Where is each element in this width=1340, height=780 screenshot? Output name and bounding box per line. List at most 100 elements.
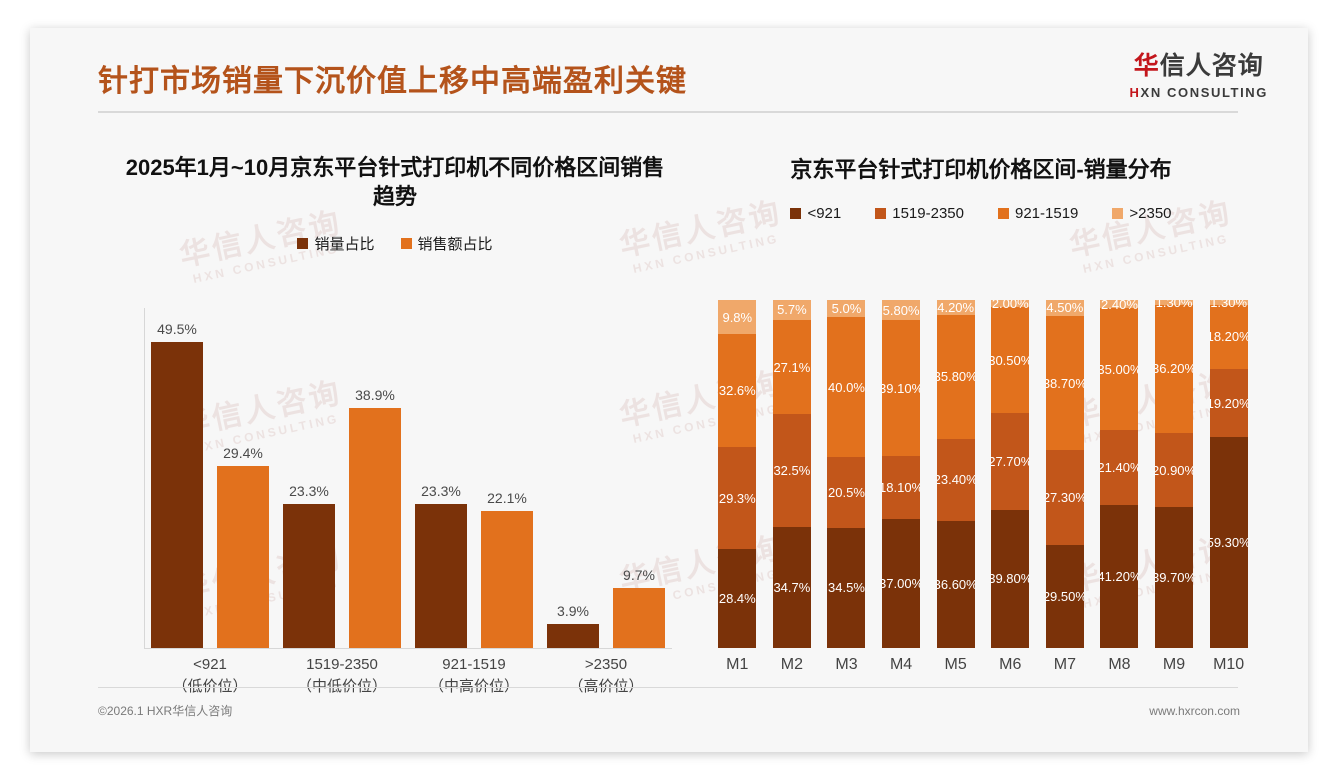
stacked-bar-segment[interactable]: 23.40% — [936, 439, 975, 521]
stacked-bar-segment[interactable]: 35.00% — [1100, 308, 1139, 431]
stacked-bar-segment[interactable]: 32.6% — [718, 334, 757, 448]
bar[interactable]: 23.3% — [415, 483, 467, 648]
stacked-bar-segment[interactable]: 4.20% — [936, 300, 975, 315]
bar[interactable]: 22.1% — [481, 490, 533, 648]
stacked-bar-column: 59.30% 19.20% 18.20% 1.30% — [1201, 300, 1256, 648]
x-axis-month-label: M1 — [726, 656, 749, 673]
stacked-bar-segment[interactable]: 40.0% — [827, 317, 866, 457]
legend-item[interactable]: >2350 — [1112, 205, 1172, 222]
legend-item[interactable]: <921 — [790, 205, 841, 222]
stacked-bar[interactable]: 29.50% 27.30% 38.70% 4.50% — [1045, 300, 1084, 648]
stacked-bar-column: 28.4% 29.3% 32.6% 9.8% — [710, 300, 765, 648]
bar[interactable]: 38.9% — [349, 387, 401, 648]
stacked-segment-value-label: 29.3% — [718, 490, 756, 506]
legend-item[interactable]: 921-1519 — [997, 205, 1078, 222]
stacked-segment-value-label: 30.50% — [991, 352, 1029, 368]
stacked-bar-segment[interactable]: 2.00% — [991, 300, 1030, 310]
stacked-bar-segment[interactable]: 35.80% — [936, 314, 975, 440]
stacked-bar-segment[interactable]: 19.20% — [1209, 369, 1248, 438]
stacked-segment-value-label: 39.10% — [882, 380, 920, 396]
stacked-bar-segment[interactable]: 28.4% — [718, 549, 757, 648]
stacked-bar-segment[interactable]: 34.5% — [827, 527, 866, 648]
stacked-bar-segment[interactable]: 9.8% — [718, 300, 757, 335]
stacked-segment-value-label: 21.40% — [1100, 459, 1138, 475]
legend-swatch-icon — [997, 207, 1009, 219]
stacked-bar-segment[interactable]: 20.90% — [1155, 433, 1194, 508]
stacked-bar-segment[interactable]: 29.50% — [1045, 545, 1084, 648]
stacked-bar-segment[interactable]: 18.20% — [1209, 304, 1248, 370]
stacked-bar[interactable]: 59.30% 19.20% 18.20% 1.30% — [1209, 300, 1248, 648]
stacked-bar-segment[interactable]: 27.70% — [991, 413, 1030, 510]
stacked-bar[interactable]: 37.00% 18.10% 39.10% 5.80% — [882, 300, 921, 648]
stacked-bar-segment[interactable]: 59.30% — [1209, 437, 1248, 648]
legend-swatch-icon — [297, 238, 309, 250]
stacked-bar[interactable]: 39.80% 27.70% 30.50% 2.00% — [991, 300, 1030, 648]
x-axis-month-label: M9 — [1162, 656, 1186, 673]
chart-panel-sales-trend: 2025年1月~10月京东平台针式打印机不同价格区间销售趋势 销量占比 销售额占比… — [102, 132, 688, 712]
legend-item[interactable]: 销量占比 — [297, 233, 375, 254]
stacked-bar[interactable]: 34.5% 20.5% 40.0% 5.0% — [827, 300, 866, 648]
stacked-bar-segment[interactable]: 4.50% — [1045, 300, 1084, 316]
stacked-bar-segment[interactable]: 5.0% — [827, 300, 866, 318]
stacked-bar[interactable]: 36.60% 23.40% 35.80% 4.20% — [936, 300, 975, 648]
stacked-bar-segment[interactable]: 30.50% — [991, 306, 1030, 414]
bar[interactable]: 23.3% — [283, 483, 335, 648]
legend-item[interactable]: 销售额占比 — [400, 233, 493, 254]
legend-item[interactable]: 1519-2350 — [875, 205, 964, 222]
stacked-segment-value-label: 5.80% — [882, 302, 920, 318]
stacked-segment-value-label: 35.00% — [1100, 361, 1138, 377]
stacked-segment-value-label: 5.0% — [831, 301, 862, 317]
bar-group: 49.5% 29.4% — [144, 308, 276, 648]
stacked-bar-segment[interactable]: 32.5% — [772, 414, 811, 528]
stacked-bar-segment[interactable]: 36.60% — [936, 520, 975, 648]
stacked-bar-segment[interactable]: 18.10% — [882, 456, 921, 520]
stacked-bar[interactable]: 28.4% 29.3% 32.6% 9.8% — [718, 300, 757, 648]
x-axis-month-label: M6 — [999, 656, 1022, 673]
stacked-segment-value-label: 59.30% — [1209, 535, 1248, 551]
stacked-bar-segment[interactable]: 2.40% — [1100, 300, 1139, 311]
stacked-bar-column: 36.60% 23.40% 35.80% 4.20% — [928, 300, 983, 648]
stacked-bar-segment[interactable]: 1.30% — [1155, 300, 1194, 309]
stacked-bar-segment[interactable]: 37.00% — [882, 519, 921, 648]
stacked-bar-segment[interactable]: 20.5% — [827, 456, 866, 528]
stacked-bar-segment[interactable]: 39.70% — [1155, 507, 1194, 648]
bar[interactable]: 49.5% — [151, 321, 203, 648]
stacked-bar-column: 41.20% 21.40% 35.00% 2.40% — [1092, 300, 1147, 648]
bar[interactable]: 3.9% — [547, 603, 599, 648]
chart-panel-price-distribution: 京东平台针式打印机价格区间-销量分布 <921 1519-2350 921-1519… — [692, 132, 1270, 712]
stacked-segment-value-label: 4.50% — [1046, 300, 1084, 316]
x-axis-category-label: <921 （低价位） — [144, 654, 276, 698]
stacked-bar-segment[interactable]: 34.7% — [772, 527, 811, 648]
legend-swatch-icon — [790, 207, 802, 219]
stacked-bar-segment[interactable]: 41.20% — [1100, 504, 1139, 648]
stacked-segment-value-label: 32.5% — [773, 463, 811, 479]
bar[interactable]: 9.7% — [613, 567, 665, 648]
stacked-segment-value-label: 39.70% — [1155, 570, 1193, 586]
stacked-segment-value-label: 27.1% — [773, 359, 811, 375]
bar-value-label: 38.9% — [355, 386, 395, 403]
stacked-bar-segment[interactable]: 36.20% — [1155, 304, 1194, 434]
x-axis-category-label: 921-1519 （中高价位） — [408, 654, 540, 698]
stacked-bar-segment[interactable]: 27.1% — [772, 319, 811, 415]
stacked-bar-segment[interactable]: 29.3% — [718, 447, 757, 550]
stacked-bar-segment[interactable]: 5.7% — [772, 300, 811, 320]
stacked-bar[interactable]: 34.7% 32.5% 27.1% 5.7% — [772, 300, 811, 648]
stacked-bar-segment[interactable]: 5.80% — [882, 300, 921, 321]
stacked-bar-segment[interactable]: 1.30% — [1209, 300, 1248, 309]
stacked-bar-segment[interactable]: 38.70% — [1045, 315, 1084, 451]
bar[interactable]: 29.4% — [217, 445, 269, 648]
bar-group: 23.3% 38.9% — [276, 308, 408, 648]
x-axis-category-sub: （低价位） — [172, 677, 248, 695]
x-axis-category-main: <921 — [193, 656, 227, 673]
stacked-bar-segment[interactable]: 21.40% — [1100, 430, 1139, 505]
stacked-bar-segment[interactable]: 39.80% — [991, 509, 1030, 648]
stacked-bar-chart: 28.4% 29.3% 32.6% 9.8% 34.7% 32.5% 27.1% 5.7% 34… — [692, 300, 1270, 710]
stacked-bar-segment[interactable]: 27.30% — [1045, 450, 1084, 546]
slide-footer: ©2026.1 HXR华信人咨询 www.hxrcon.com — [98, 702, 1240, 719]
x-axis-month-label: M7 — [1053, 656, 1076, 673]
stacked-segment-value-label: 1.30% — [1210, 300, 1248, 310]
stacked-bar[interactable]: 39.70% 20.90% 36.20% 1.30% — [1155, 300, 1194, 648]
stacked-bar[interactable]: 41.20% 21.40% 35.00% 2.40% — [1100, 300, 1139, 648]
stacked-bar-segment[interactable]: 39.10% — [882, 320, 921, 457]
